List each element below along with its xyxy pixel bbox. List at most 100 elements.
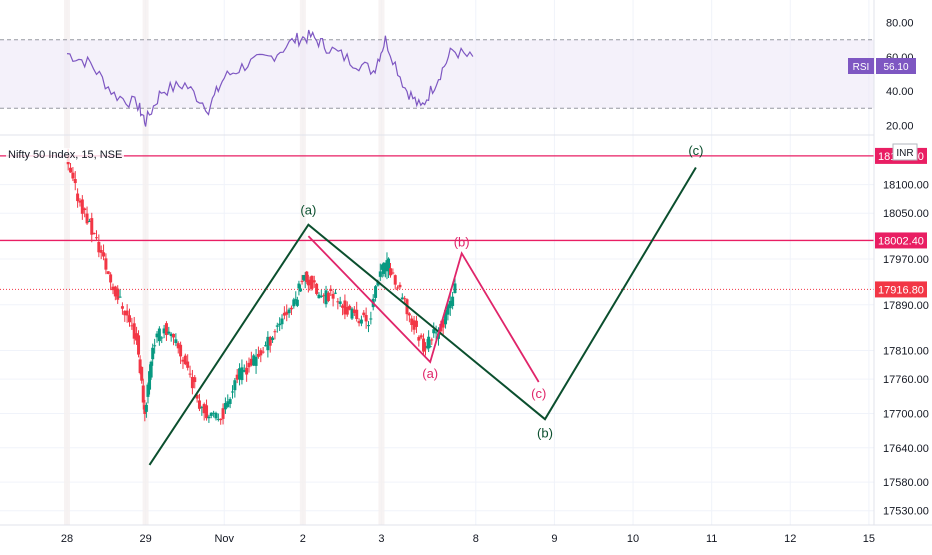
candle-up[interactable] <box>228 399 232 404</box>
candle-down[interactable] <box>357 321 361 324</box>
candle-down[interactable] <box>172 333 176 338</box>
candle-up[interactable] <box>87 221 91 223</box>
candle-up[interactable] <box>302 275 306 280</box>
candle-down[interactable] <box>391 272 395 274</box>
candle-up[interactable] <box>319 296 323 298</box>
candle-up[interactable] <box>271 337 275 340</box>
candle-up[interactable] <box>338 301 342 304</box>
wave-drawings[interactable]: (a) (b) (c) (a) (b) (c) <box>148 143 704 466</box>
candle-down[interactable] <box>137 335 141 355</box>
candle-up[interactable] <box>275 325 279 327</box>
candle-up[interactable] <box>148 371 152 390</box>
candle-down[interactable] <box>364 315 368 322</box>
candle-down[interactable] <box>256 353 260 357</box>
candle-down[interactable] <box>164 323 168 336</box>
candle-down[interactable] <box>407 313 411 316</box>
candle-up[interactable] <box>169 333 173 337</box>
candle-up[interactable] <box>385 260 389 272</box>
candle-up[interactable] <box>118 296 122 298</box>
candle-up[interactable] <box>223 403 227 410</box>
candle-down[interactable] <box>197 400 201 409</box>
candle-up[interactable] <box>295 299 299 306</box>
candle-down[interactable] <box>78 200 82 203</box>
candle-down[interactable] <box>135 333 139 341</box>
candle-up[interactable] <box>432 329 436 334</box>
candle-up[interactable] <box>167 331 171 334</box>
candle-up[interactable] <box>278 323 282 326</box>
candle-down[interactable] <box>355 309 359 319</box>
candle-up[interactable] <box>292 299 296 307</box>
candle-down[interactable] <box>76 193 80 202</box>
candle-down[interactable] <box>393 275 397 285</box>
candle-down[interactable] <box>176 343 180 349</box>
candle-down[interactable] <box>417 337 421 341</box>
candle-down[interactable] <box>202 403 206 414</box>
candle-down[interactable] <box>315 283 319 294</box>
candle-down[interactable] <box>345 306 349 315</box>
candle-down[interactable] <box>396 287 400 289</box>
candle-up[interactable] <box>376 281 380 286</box>
candle-down[interactable] <box>306 281 310 286</box>
candle-up[interactable] <box>153 345 157 347</box>
candle-down[interactable] <box>348 305 352 310</box>
candle-up[interactable] <box>151 347 155 360</box>
candle-up[interactable] <box>382 262 386 274</box>
candle-up[interactable] <box>200 407 204 409</box>
candle-down[interactable] <box>329 288 333 291</box>
candle-up[interactable] <box>380 264 384 270</box>
candle-up[interactable] <box>280 318 284 325</box>
candle-down[interactable] <box>190 377 194 389</box>
candle-up[interactable] <box>298 288 302 292</box>
candle-down[interactable] <box>389 268 393 276</box>
candle-down[interactable] <box>102 252 106 257</box>
candle-up[interactable] <box>146 384 150 397</box>
candle-up[interactable] <box>160 337 164 339</box>
candle-down[interactable] <box>403 298 407 300</box>
candle-up[interactable] <box>387 258 391 271</box>
candle-up[interactable] <box>144 404 148 412</box>
candle-up[interactable] <box>252 355 256 366</box>
candle-down[interactable] <box>310 275 314 289</box>
candle-down[interactable] <box>273 331 277 333</box>
candle-up[interactable] <box>287 309 291 314</box>
candle-down[interactable] <box>289 307 293 310</box>
candle-down[interactable] <box>336 301 340 303</box>
candle-up[interactable] <box>149 361 153 378</box>
candle-down[interactable] <box>268 336 272 346</box>
candle-down[interactable] <box>247 362 251 368</box>
candle-down[interactable] <box>123 310 127 316</box>
candle-up[interactable] <box>425 346 429 348</box>
candle-down[interactable] <box>138 359 142 374</box>
horizontal-lines[interactable] <box>0 155 874 290</box>
candle-down[interactable] <box>120 306 124 309</box>
candle-down[interactable] <box>430 339 434 341</box>
candle-down[interactable] <box>73 179 77 184</box>
candle-up[interactable] <box>294 299 298 301</box>
candle-down[interactable] <box>261 351 265 353</box>
candle-up[interactable] <box>297 283 301 289</box>
candle-down[interactable] <box>331 293 335 299</box>
candle-up[interactable] <box>174 339 178 343</box>
wave-abc-small[interactable] <box>307 235 540 383</box>
candle-down[interactable] <box>205 405 209 419</box>
candle-down[interactable] <box>71 172 75 179</box>
candle-down[interactable] <box>130 325 134 327</box>
candle-down[interactable] <box>80 199 84 214</box>
candle-down[interactable] <box>412 320 416 330</box>
candle-up[interactable] <box>350 308 354 319</box>
candle-up[interactable] <box>303 275 307 281</box>
candle-up[interactable] <box>427 336 431 349</box>
candle-down[interactable] <box>285 311 289 315</box>
candle-up[interactable] <box>369 318 373 320</box>
candle-down[interactable] <box>410 318 414 325</box>
candle-up[interactable] <box>162 328 166 334</box>
candle-up[interactable] <box>254 356 258 366</box>
candle-down[interactable] <box>221 408 225 419</box>
candle-down[interactable] <box>179 344 183 357</box>
currency-badge[interactable]: INR <box>892 143 918 161</box>
candle-up[interactable] <box>446 304 450 315</box>
candle-down[interactable] <box>419 335 423 338</box>
candle-down[interactable] <box>422 338 426 352</box>
candle-down[interactable] <box>132 323 136 339</box>
